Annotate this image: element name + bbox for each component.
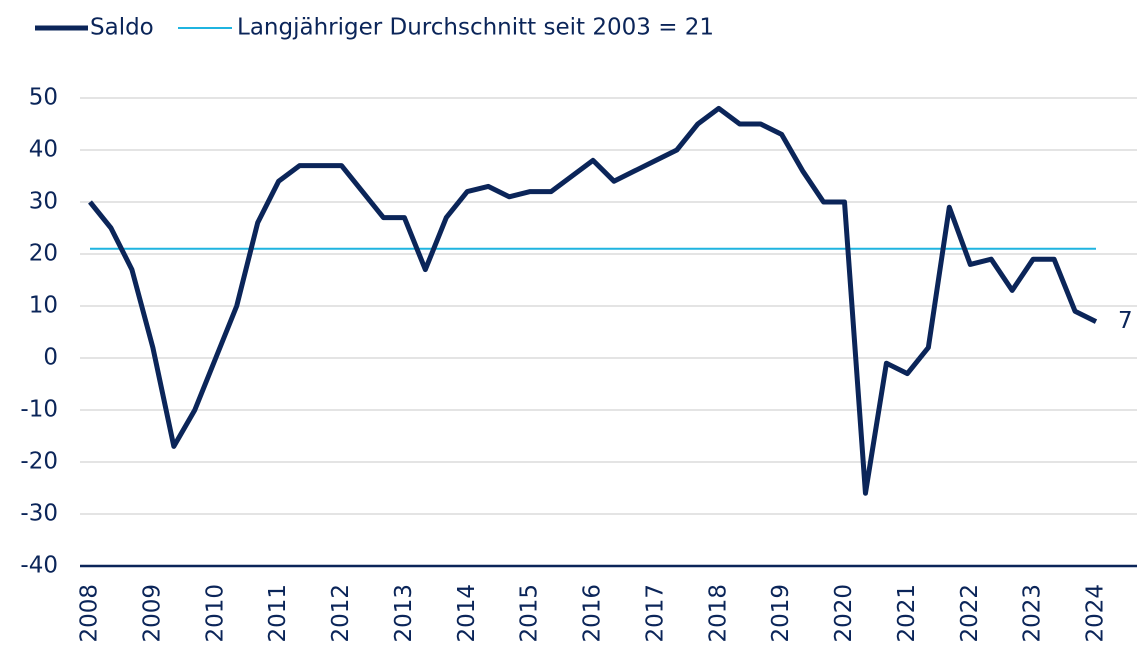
y-tick-label: 30 [29,189,58,215]
y-tick-label: 10 [29,293,58,319]
y-tick-label: -30 [20,501,58,527]
x-tick-label: 2023 [1020,584,1046,643]
x-tick-label: 2018 [705,584,731,643]
x-tick-label: 2020 [831,584,857,643]
y-tick-label: 50 [29,85,58,111]
x-tick-label: 2024 [1083,584,1109,643]
data-label: 7 [1118,308,1133,334]
legend-label: Saldo [90,15,154,41]
y-tick-label: 40 [29,137,58,163]
x-tick-label: 2022 [957,584,983,643]
x-tick-label: 2009 [139,584,165,643]
x-tick-label: 2021 [894,584,920,643]
series-line [88,105,1098,496]
x-tick-label: 2016 [580,584,606,643]
x-tick-label: 2008 [77,584,103,643]
y-tick-label: -10 [20,397,58,423]
y-tick-label: 0 [43,345,58,371]
x-tick-label: 2013 [391,584,417,643]
legend-label: Langjähriger Durchschnitt seit 2003 = 21 [237,15,714,41]
y-tick-label: -20 [20,449,58,475]
y-tick-label: 20 [29,241,58,267]
x-tick-label: 2019 [768,584,794,643]
x-tick-label: 2014 [454,584,480,643]
x-tick-label: 2011 [265,584,291,643]
x-tick-label: 2015 [517,584,543,643]
x-tick-label: 2012 [328,584,354,643]
x-tick-label: 2017 [642,584,668,643]
x-tick-label: 2010 [202,584,228,643]
y-tick-label: -40 [20,553,58,579]
